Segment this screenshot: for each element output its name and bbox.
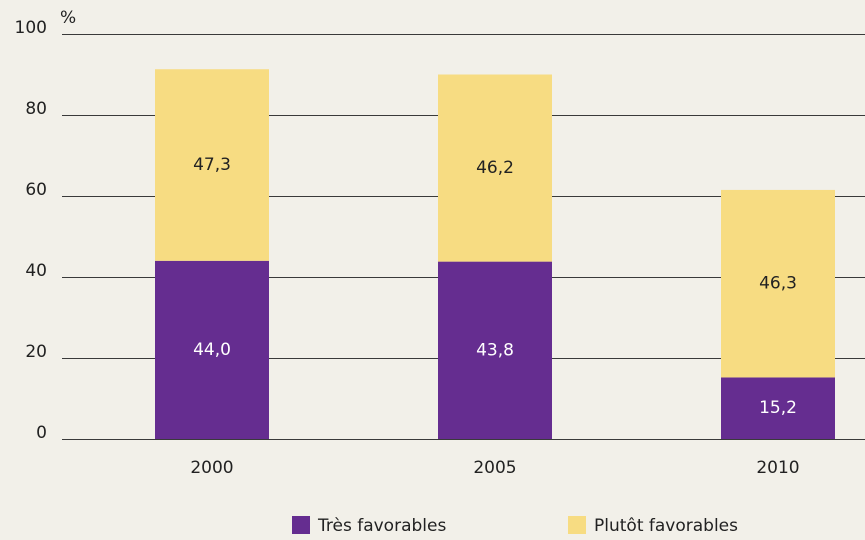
x-tick-label: 2005: [473, 458, 516, 478]
x-tick-label: 2000: [190, 458, 233, 478]
y-axis-label: %: [60, 8, 76, 28]
bar-segment: [438, 261, 552, 439]
bar-segment: [721, 189, 835, 378]
legend-swatch: [568, 516, 586, 534]
y-tick-label: 60: [25, 180, 47, 200]
bar-segment: [155, 260, 269, 439]
bar-segment: [721, 377, 835, 439]
x-tick-label: 2010: [756, 458, 799, 478]
y-tick-label: 80: [25, 99, 47, 119]
value-label: 46,2: [476, 158, 514, 178]
value-label: 44,0: [193, 340, 231, 360]
value-label: 15,2: [759, 398, 797, 418]
bar-segment: [438, 74, 552, 262]
y-tick-label: 40: [25, 261, 47, 281]
bar-segment: [155, 69, 269, 261]
y-tick-label: 100: [15, 18, 47, 38]
value-label: 46,3: [759, 274, 797, 294]
y-tick-label: 0: [36, 423, 47, 443]
legend-swatch: [292, 516, 310, 534]
value-label: 43,8: [476, 340, 514, 360]
legend-label: Très favorables: [317, 516, 446, 536]
y-tick-label: 20: [25, 342, 47, 362]
legend-label: Plutôt favorables: [594, 516, 738, 536]
value-label: 47,3: [193, 155, 231, 175]
